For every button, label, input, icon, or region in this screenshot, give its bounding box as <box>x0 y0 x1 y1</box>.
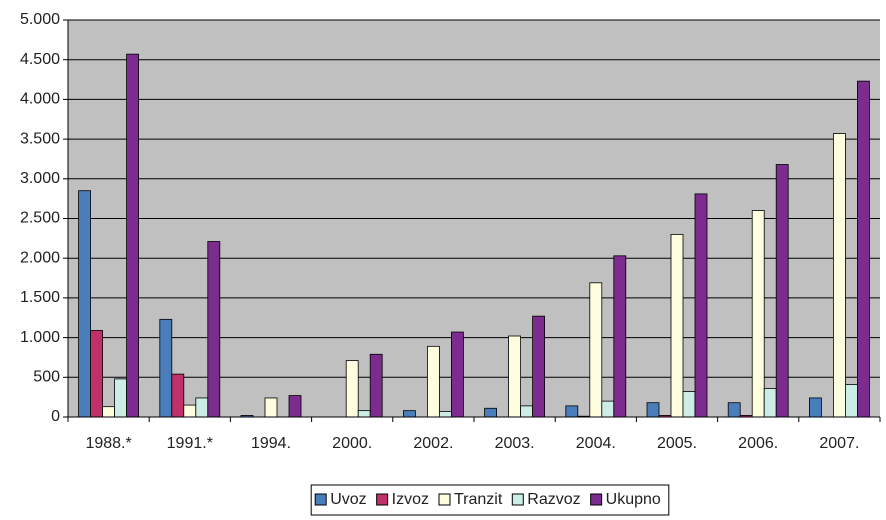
x-tick-label: 2005. <box>657 435 697 452</box>
bar <box>78 190 91 418</box>
bar <box>159 318 173 418</box>
legend-label: Ukupno <box>606 491 661 508</box>
bar <box>508 335 522 418</box>
y-tick-label: 4.500 <box>20 51 60 68</box>
legend-label: Razvoz <box>527 491 580 508</box>
x-tick-label: 2002. <box>413 435 453 452</box>
x-tick-label: 2004. <box>576 435 616 452</box>
legend-swatch <box>376 493 389 506</box>
bar <box>520 405 533 418</box>
bar <box>751 210 765 418</box>
bar <box>775 164 789 418</box>
bar <box>601 400 615 418</box>
bar <box>183 404 197 418</box>
y-tick-label: 2.500 <box>20 210 60 227</box>
y-tick-label: 3.000 <box>20 170 60 187</box>
bar <box>402 410 416 418</box>
bar <box>369 353 383 418</box>
bar <box>727 402 741 418</box>
bar <box>682 391 696 418</box>
y-tick-label: 5.000 <box>20 11 60 28</box>
y-tick-label: 3.500 <box>20 130 60 147</box>
y-tick-label: 500 <box>33 369 60 386</box>
bar <box>450 331 464 418</box>
bar <box>438 411 452 418</box>
x-tick-label: 1994. <box>251 435 291 452</box>
x-tick-label: 2000. <box>332 435 372 452</box>
x-tick-label: 1988.* <box>85 435 131 452</box>
bar <box>357 410 371 418</box>
bar <box>845 384 858 418</box>
x-tick-label: 2006. <box>738 435 778 452</box>
legend-label: Uvoz <box>330 491 366 508</box>
bar <box>207 241 221 418</box>
bar <box>763 388 777 418</box>
bar <box>114 378 127 418</box>
bar <box>809 397 822 418</box>
bar <box>565 405 579 418</box>
bar <box>426 345 440 418</box>
bar <box>264 397 278 418</box>
y-tick-label: 1.500 <box>20 289 60 306</box>
legend-label: Izvoz <box>392 491 429 508</box>
bar <box>195 397 209 418</box>
legend-label: Tranzit <box>454 491 503 508</box>
bar <box>126 53 139 418</box>
bar <box>857 80 870 418</box>
bar <box>694 193 708 418</box>
bar <box>288 395 302 418</box>
legend-swatch <box>314 493 327 506</box>
bar <box>102 406 115 418</box>
y-tick-label: 1.000 <box>20 329 60 346</box>
bar <box>589 282 603 418</box>
bar <box>90 330 103 418</box>
y-tick-label: 4.000 <box>20 91 60 108</box>
bar <box>613 255 627 418</box>
bar <box>670 233 684 418</box>
legend-swatch <box>590 493 603 506</box>
bar <box>484 407 498 418</box>
bar <box>532 315 545 418</box>
legend-swatch <box>511 493 524 506</box>
bar <box>171 373 185 418</box>
x-tick-label: 2007. <box>819 435 859 452</box>
bar <box>345 360 359 418</box>
y-tick-label: 2.000 <box>20 249 60 266</box>
x-tick-label: 1991.* <box>167 435 213 452</box>
legend-swatch <box>438 493 451 506</box>
y-tick-label: 0 <box>51 408 60 425</box>
bar <box>646 402 660 418</box>
bar <box>833 133 846 418</box>
legend-box <box>310 484 670 516</box>
x-tick-label: 2003. <box>495 435 535 452</box>
